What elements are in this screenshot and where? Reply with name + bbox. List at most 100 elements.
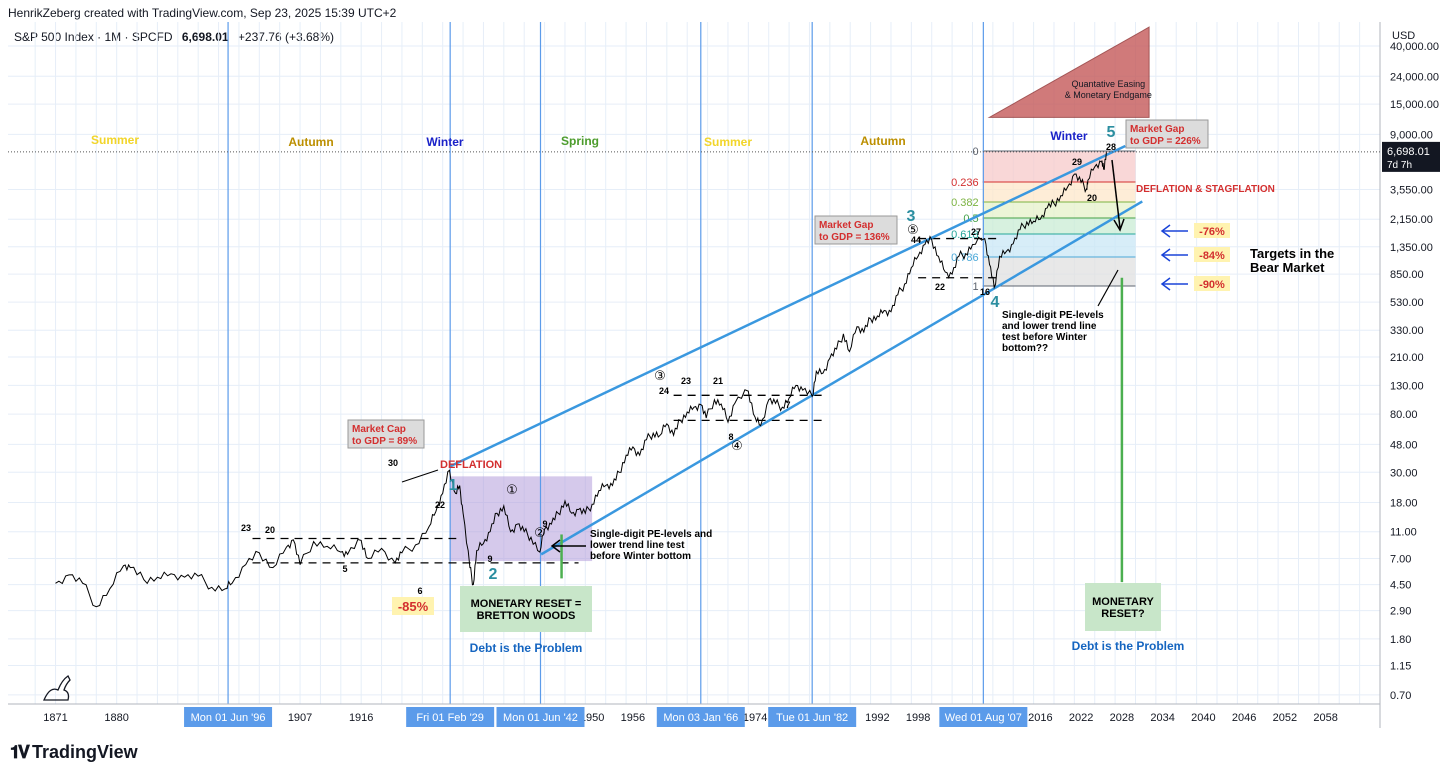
tradingview-logo[interactable]: 𝟏𝐕 TradingView bbox=[10, 742, 138, 763]
monetary-reset-2-text: RESET? bbox=[1101, 608, 1145, 620]
y-tick-label: 24,000.00 bbox=[1390, 71, 1439, 83]
fib-level-label: 0.786 bbox=[951, 252, 979, 264]
symbol-legend[interactable]: S&P 500 Index · 1M · SPCFD 6,698.01 +237… bbox=[14, 30, 334, 44]
y-tick-label: 4.50 bbox=[1390, 580, 1411, 592]
date-badge bbox=[184, 707, 273, 727]
target-arrow-head bbox=[1160, 248, 1171, 262]
drop-badge bbox=[392, 597, 434, 615]
depression-zone-box bbox=[449, 476, 593, 562]
y-tick-label: 40,000.00 bbox=[1390, 41, 1439, 53]
date-badge-label: Tue 01 Jun '82 bbox=[776, 712, 848, 724]
last-price-badge-value: 6,698.01 bbox=[1387, 146, 1430, 158]
price-change: +237.76 (+3.68%) bbox=[237, 30, 334, 44]
date-badge-label: Mon 01 Jun '42 bbox=[503, 712, 578, 724]
symbol-name: S&P 500 Index · 1M · SPCFD bbox=[14, 30, 173, 44]
season-label: Autumn bbox=[288, 135, 333, 149]
target-badge bbox=[1194, 247, 1230, 262]
support-resistance-lines bbox=[252, 237, 1000, 564]
pe-note-2: and lower trend line bbox=[1002, 321, 1097, 332]
y-tick-label: 48.00 bbox=[1390, 439, 1418, 451]
y-tick-label: 30.00 bbox=[1390, 467, 1418, 479]
grid bbox=[8, 22, 1380, 704]
bar-countdown: 7d 7h bbox=[1387, 160, 1412, 171]
date-badge-label: Mon 03 Jan '66 bbox=[663, 712, 738, 724]
fib-level-label: 0.382 bbox=[951, 197, 979, 209]
pe-note-1: Single-digit PE-levels and bbox=[590, 529, 712, 540]
y-tick-label: 1,350.00 bbox=[1390, 242, 1433, 254]
qe-label-2: & Monetary Endgame bbox=[1065, 90, 1152, 100]
last-price-badge bbox=[1382, 141, 1440, 172]
market-gap-2000-text: to GDP = 136% bbox=[819, 232, 890, 243]
market-gap-2000-box bbox=[814, 215, 898, 245]
date-badge bbox=[939, 707, 1028, 727]
y-tick-label: 0.70 bbox=[1390, 690, 1411, 702]
circled-wave-label: ⑤ bbox=[907, 223, 919, 238]
y-tick-label: 2.90 bbox=[1390, 606, 1411, 618]
wave-label: 5 bbox=[1107, 124, 1116, 141]
circled-wave-label: ① bbox=[506, 483, 518, 498]
target-badge bbox=[1194, 276, 1230, 291]
targets-title-1: Targets in the bbox=[1250, 246, 1334, 261]
pe-ratio-label: 30 bbox=[388, 458, 398, 468]
season-label: Winter bbox=[1050, 129, 1088, 143]
y-tick-label: 2,150.00 bbox=[1390, 214, 1433, 226]
pe-ratio-label: 28 bbox=[1106, 142, 1116, 152]
y-tick-label: 9,000.00 bbox=[1390, 129, 1433, 141]
circled-wave-label: ③ bbox=[654, 369, 666, 384]
market-gap-2025-text: Market Gap bbox=[1130, 124, 1184, 135]
lower-trend-line bbox=[540, 200, 1143, 556]
pe-ratio-label: 20 bbox=[265, 525, 275, 535]
x-tick-label: 2040 bbox=[1191, 712, 1215, 724]
tradingview-dino-icon bbox=[43, 675, 71, 701]
debt-label-1: Debt is the Problem bbox=[470, 641, 583, 655]
axes: 40,000.00 24,000.00 15,000.00 9,000.00 3,550… bbox=[8, 22, 1440, 728]
x-tick-label: 2016 bbox=[1028, 712, 1052, 724]
y-tick-label: 530.00 bbox=[1390, 297, 1424, 309]
fib-level-label: 1 bbox=[973, 281, 979, 293]
x-tick-label: 2034 bbox=[1150, 712, 1174, 724]
pe-note-1: lower trend line test bbox=[590, 540, 685, 551]
season-label: Winter bbox=[426, 135, 464, 149]
y-tick-label: 330.00 bbox=[1390, 325, 1424, 337]
pe-ratio-label: 22 bbox=[935, 282, 945, 292]
y-tick-label: 1.15 bbox=[1390, 660, 1411, 672]
monetary-reset-2-box bbox=[1085, 583, 1161, 631]
y-tick-label: 15,000.00 bbox=[1390, 99, 1439, 111]
currency-label[interactable]: USD bbox=[1392, 30, 1416, 42]
monetary-reset-1-text: MONETARY RESET = bbox=[471, 598, 582, 610]
market-gap-2025-box bbox=[1125, 119, 1209, 149]
deflation-stagflation-label: DEFLATION & STAGFLATION bbox=[1136, 184, 1275, 195]
fib-level-label: 0.618 bbox=[951, 229, 979, 241]
chart-credit: HenrikZeberg created with TradingView.co… bbox=[8, 6, 397, 20]
pe-ratio-label: 21 bbox=[713, 376, 723, 386]
deflation-label: DEFLATION bbox=[440, 459, 502, 471]
targets-title-2: Bear Market bbox=[1250, 260, 1325, 275]
pe-ratio-label: 7 bbox=[785, 400, 790, 410]
pe-ratio-label: 20 bbox=[1087, 193, 1097, 203]
tradingview-icon: 𝟏𝐕 bbox=[10, 742, 30, 762]
y-tick-label: 7.00 bbox=[1390, 553, 1411, 565]
y-tick-label: 210.00 bbox=[1390, 352, 1424, 364]
projection-arrow bbox=[1111, 159, 1121, 229]
fib-zone bbox=[982, 202, 1136, 218]
date-badge-label: Wed 01 Aug '07 bbox=[945, 712, 1022, 724]
x-tick-label: 1916 bbox=[349, 712, 373, 724]
x-tick-label: 2046 bbox=[1232, 712, 1256, 724]
pe-ratio-label: 22 bbox=[435, 500, 445, 510]
pe-note-1-arrow-head bbox=[550, 539, 561, 553]
pe-ratio-label: 8 bbox=[728, 432, 733, 442]
y-tick-label: 130.00 bbox=[1390, 380, 1424, 392]
market-cap-1929-box bbox=[347, 419, 425, 449]
x-tick-label: 2028 bbox=[1110, 712, 1134, 724]
season-label: Summer bbox=[91, 133, 139, 147]
y-tick-label: 850.00 bbox=[1390, 269, 1424, 281]
target-label: -90% bbox=[1199, 279, 1225, 291]
market-cap-1929-text: to GDP = 89% bbox=[352, 436, 417, 447]
debt-label-2: Debt is the Problem bbox=[1072, 639, 1185, 653]
date-badge bbox=[496, 707, 585, 727]
y-tick-label: 1.80 bbox=[1390, 634, 1411, 646]
date-badge bbox=[768, 707, 857, 727]
x-tick-label: 1907 bbox=[288, 712, 312, 724]
